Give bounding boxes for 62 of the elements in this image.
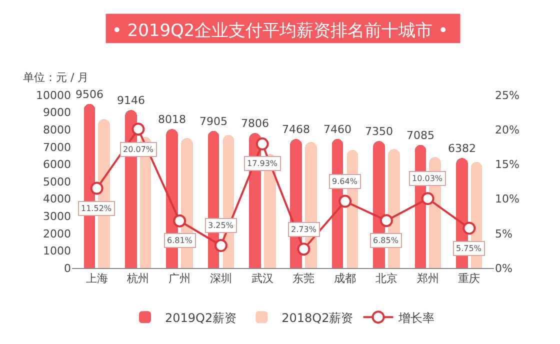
x-tick-label: 郑州 [416,272,439,286]
y-tick-label: 3000 [43,210,71,223]
data-label: 17.93% [247,159,278,168]
data-label: 10.03% [412,174,443,183]
point [462,222,476,235]
point [214,239,228,252]
data-label: 6382 [448,142,476,155]
data-label: 6.85% [373,236,399,245]
data-label: 7460 [324,123,352,136]
legend-label: 2019Q2薪资 [165,310,237,325]
point [380,214,393,228]
point [421,192,434,206]
data-label: 7806 [241,117,269,130]
y2-tick-label: 0% [495,262,512,275]
point [338,194,352,208]
y-tick-label: 6000 [43,158,71,172]
x-tick-label: 东莞 [292,272,315,286]
x-tick-label: 武汉 [251,272,274,286]
y-tick-label: 7000 [43,140,71,154]
point [256,137,269,150]
x-tick-label: 重庆 [458,272,480,286]
chart-title: • 2019Q2企业支付平均薪资排名前十城市 • [112,20,448,41]
x-tick-label: 成都 [334,272,356,286]
y-axis-title: 单位：元 / 月 [23,71,89,84]
data-label: 3.25% [208,221,234,230]
y2-tick-label: 25% [495,88,520,102]
y-tick-label: 2000 [43,227,71,240]
data-label: 2.73% [291,225,317,234]
y-tick-label: 5000 [43,175,71,188]
y2-tick-label: 15% [495,158,520,172]
x-tick-label: 广州 [168,272,191,286]
point [132,122,145,136]
data-label: 8018 [158,113,186,126]
legend-label: 增长率 [397,310,434,325]
x-tick-label: 深圳 [210,272,232,286]
data-label: 5.75% [456,244,482,253]
point [90,182,104,195]
point [173,214,186,228]
data-label: 7085 [406,129,434,142]
data-label: 9.64% [332,177,358,186]
y2-tick-label: 5% [495,227,512,240]
data-label: 9506 [76,88,104,101]
data-label: 7350 [365,125,393,138]
data-label: 6.81% [167,236,193,245]
y-tick-label: 4000 [43,192,71,206]
y-tick-label: 0 [64,262,71,275]
x-tick-label: 上海 [86,272,108,286]
point [297,242,310,256]
data-label: 7468 [282,123,310,136]
y-tick-label: 10000 [36,88,71,102]
data-label: 9146 [117,94,145,107]
y-tick-label: 1000 [43,244,71,258]
y-tick-label: 8000 [43,123,71,136]
y2-tick-label: 10% [495,192,520,206]
data-label: 20.07% [123,145,154,154]
legend-label: 2018Q2薪资 [282,310,354,325]
y-tick-label: 9000 [43,106,71,120]
data-label: 11.52% [81,204,112,213]
y2-tick-label: 20% [495,123,520,136]
x-tick-label: 北京 [375,272,398,286]
data-label: 7905 [200,115,228,128]
x-tick-label: 杭州 [126,272,150,286]
